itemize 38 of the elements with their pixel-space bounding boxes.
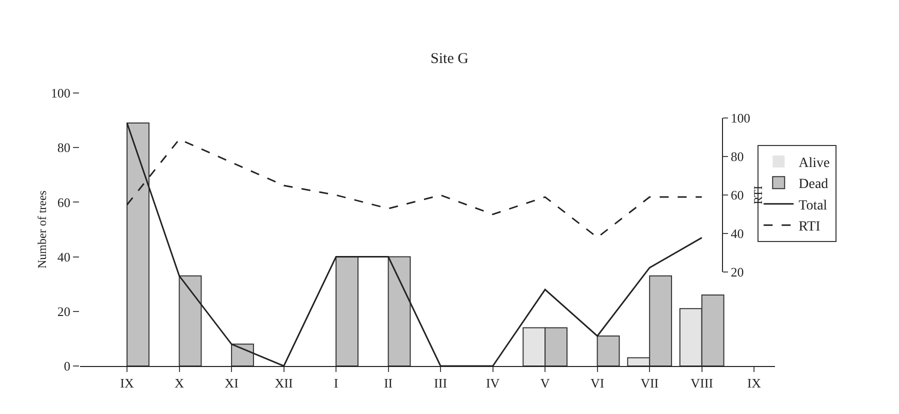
y-axis-title: Number of trees xyxy=(35,190,49,268)
bar xyxy=(596,335,620,366)
legend-label: Alive xyxy=(798,156,830,171)
line-series xyxy=(126,138,703,238)
x-tick-label: VIII xyxy=(690,376,714,391)
bar xyxy=(178,275,202,366)
bar xyxy=(336,256,358,366)
x-tick-label: X xyxy=(174,376,185,391)
y-tick-label: 0 xyxy=(64,358,70,374)
legend-label: Dead xyxy=(798,177,828,192)
bar xyxy=(388,256,411,366)
y2-tick-label: 80 xyxy=(730,149,744,164)
x-tick-label: III xyxy=(434,376,448,391)
x-tick-label: XII xyxy=(274,376,293,391)
x-tick-label: VI xyxy=(590,376,604,391)
y2-axis-title: RTI xyxy=(751,186,766,204)
y2-tick-label: 40 xyxy=(730,226,744,242)
y-tick-label: 60 xyxy=(57,194,70,210)
y2-tick-label: 60 xyxy=(730,188,744,203)
x-tick-label: IX xyxy=(120,376,134,391)
x-tick-label: II xyxy=(384,376,393,391)
y-tick-label: 80 xyxy=(57,140,70,156)
legend-label: RTI xyxy=(798,220,821,235)
x-tick-label: IV xyxy=(486,376,500,391)
y-tick-label: 100 xyxy=(50,86,70,101)
x-tick-label: XI xyxy=(224,376,238,391)
y-tick-label: 40 xyxy=(57,249,70,264)
bar xyxy=(231,344,254,366)
y2-tick-label: 20 xyxy=(730,264,744,280)
bar xyxy=(126,122,150,366)
y2-tick-label: 100 xyxy=(730,110,750,126)
x-tick-label: V xyxy=(540,376,550,391)
legend-label: Total xyxy=(798,198,828,214)
x-tick-label: VII xyxy=(640,376,659,391)
y-tick-label: 20 xyxy=(57,304,70,319)
x-tick-label: I xyxy=(334,376,338,391)
chart-title: Site G xyxy=(430,51,469,68)
x-tick-label: IX xyxy=(747,376,762,391)
